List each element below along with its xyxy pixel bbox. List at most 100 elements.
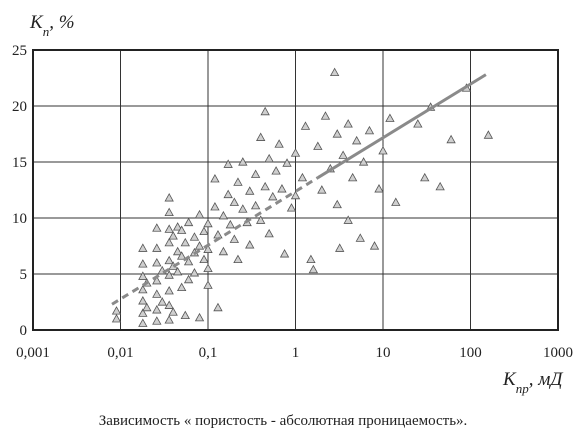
x-tick-label: 10 [376,345,391,361]
point [446,134,456,144]
point [152,305,162,314]
point [378,145,388,155]
y-tick-label: 5 [20,267,28,283]
point [172,266,183,276]
point [218,210,229,220]
point [306,254,316,264]
point [282,158,292,167]
x-label-unit: , мД [529,369,564,390]
point [245,240,255,249]
point [164,224,174,233]
point [176,282,187,292]
x-tick-label: 1000 [543,345,573,361]
trend-line [111,176,319,306]
point [308,264,319,274]
point [332,129,342,138]
point [194,241,205,250]
point [286,203,297,212]
point [172,246,183,256]
point [338,150,348,159]
caption: Зависимость « пористость - абсолютная пр… [99,413,468,429]
y-tick-label: 0 [20,323,28,339]
point [203,280,213,289]
y-tick-label: 10 [12,211,27,227]
point [172,222,183,231]
x-tick-label: 0,001 [16,345,50,361]
point [210,173,220,183]
point [320,111,331,120]
point [277,184,287,193]
point [183,256,194,266]
trend-line [317,73,487,179]
point [138,259,148,268]
point [152,316,162,325]
point [111,306,122,315]
point [183,274,194,284]
point [138,284,148,294]
y-tick-label: 20 [12,99,27,115]
point [218,246,229,256]
point [223,159,233,168]
point [347,172,358,182]
point [264,228,274,238]
point [164,300,174,309]
point [152,289,162,298]
point [290,148,301,157]
point [164,255,174,265]
point [250,200,261,210]
point [176,225,187,234]
point [194,312,205,322]
point [223,189,233,199]
point [264,153,274,163]
point [233,177,243,186]
point [268,191,278,201]
point [142,302,152,312]
point [233,254,243,264]
point [435,181,445,191]
point [152,243,162,252]
y-tick-label: 15 [12,155,27,171]
point [343,215,353,224]
point [210,201,220,211]
point [138,318,148,327]
x-axis-label: Kпр, мД [502,369,563,396]
point [164,315,174,324]
point [138,308,148,317]
point [238,204,248,213]
point [164,207,174,216]
point [317,185,327,194]
point [229,234,240,243]
plot-frame [32,49,559,331]
point [483,130,494,139]
point [180,310,190,320]
point [343,119,353,128]
point [238,157,248,166]
x-label-symbol: K [502,369,517,390]
point [138,243,148,252]
point [229,197,240,206]
point [274,139,284,148]
point [203,218,213,228]
point [420,172,430,182]
point [194,209,205,219]
point [279,249,290,258]
point [256,215,266,224]
point [203,244,213,253]
x-tick-label: 0,01 [107,345,133,361]
x-tick-label: 1 [292,345,300,361]
point [213,229,223,239]
point [332,199,342,209]
point [164,270,174,279]
point [374,184,384,193]
point [199,226,209,236]
point [164,193,174,202]
point [391,197,401,206]
point [168,307,178,316]
x-tick-label: 0,1 [199,345,218,361]
point [164,237,174,247]
point [369,241,380,250]
point [256,132,266,141]
point [260,106,270,116]
point [313,141,323,150]
point [297,172,308,182]
